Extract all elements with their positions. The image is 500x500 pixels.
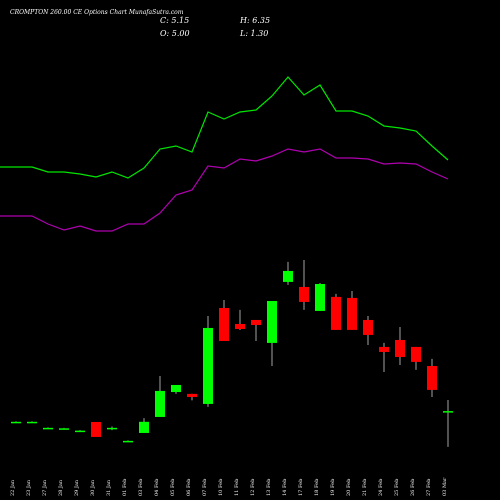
candle-body [395,339,405,357]
candle-body [299,286,309,302]
x-tick-label: 22 Jan [10,479,16,496]
x-tick-label: 24 Feb [378,479,384,496]
candle-body [235,323,245,329]
x-tick-label: 04 Feb [154,479,160,496]
x-tick-label: 26 Feb [410,479,416,496]
candle-body [91,421,101,437]
x-tick-label: 19 Feb [330,479,336,496]
candle-body [43,427,53,430]
x-tick-label: 20 Feb [346,479,352,496]
candle-body [411,346,421,362]
close-info: C: 5.15 [160,16,189,25]
candle-body [379,346,389,352]
high-info: H: 6.35 [239,16,270,25]
candle-body [267,300,277,343]
candle-body [443,411,453,413]
candle-body [283,270,293,282]
candle-body [251,319,261,325]
x-tick-label: 10 Feb [218,479,224,496]
x-tick-label: 13 Feb [266,479,272,496]
x-tick-label: 31 Jan [106,479,112,496]
candle-body [363,319,373,335]
candle-body [219,307,229,341]
x-tick-label: 05 Feb [170,479,176,496]
x-tick-label: 27 Jan [42,479,48,496]
x-tick-label: 18 Feb [314,479,320,496]
candle-body [11,421,21,424]
x-tick-label: 03 Mar [442,477,448,496]
candle-body [123,440,133,443]
candle-body [171,384,181,393]
candle-body [203,327,213,404]
low-info: L: 1.30 [239,29,268,38]
x-tick-label: 21 Feb [362,479,368,496]
x-tick-label: 17 Feb [298,479,304,496]
candle-body [107,427,117,430]
x-tick-label: 03 Feb [138,479,144,496]
x-tick-label: 30 Jan [90,479,96,496]
x-tick-label: 29 Jan [74,479,80,496]
candle-body [75,430,85,433]
candle-body [347,297,357,330]
candle-body [27,421,37,424]
x-tick-label: 25 Feb [394,479,400,496]
x-tick-label: 23 Jan [26,479,32,496]
indicator-line [0,76,449,179]
x-tick-label: 28 Jan [58,479,64,496]
x-tick-label: 27 Feb [426,479,432,496]
candle-body [331,296,341,330]
x-tick-label: 14 Feb [282,479,288,496]
candle-body [187,393,197,397]
indicator-line [0,148,449,232]
candle-body [59,428,69,430]
candle-body [155,390,165,417]
open-info: O: 5.00 [160,29,190,38]
x-tick-label: 07 Feb [202,479,208,496]
x-tick-label: 12 Feb [250,479,256,496]
candle-body [315,283,325,311]
x-tick-label: 06 Feb [186,479,192,496]
x-tick-label: 01 Feb [122,479,128,496]
candle-body [427,366,437,390]
candle-body [139,421,149,433]
x-tick-label: 11 Feb [234,479,240,496]
chart-title: CROMPTON 260.00 CE Options Chart MunafaS… [10,9,184,16]
